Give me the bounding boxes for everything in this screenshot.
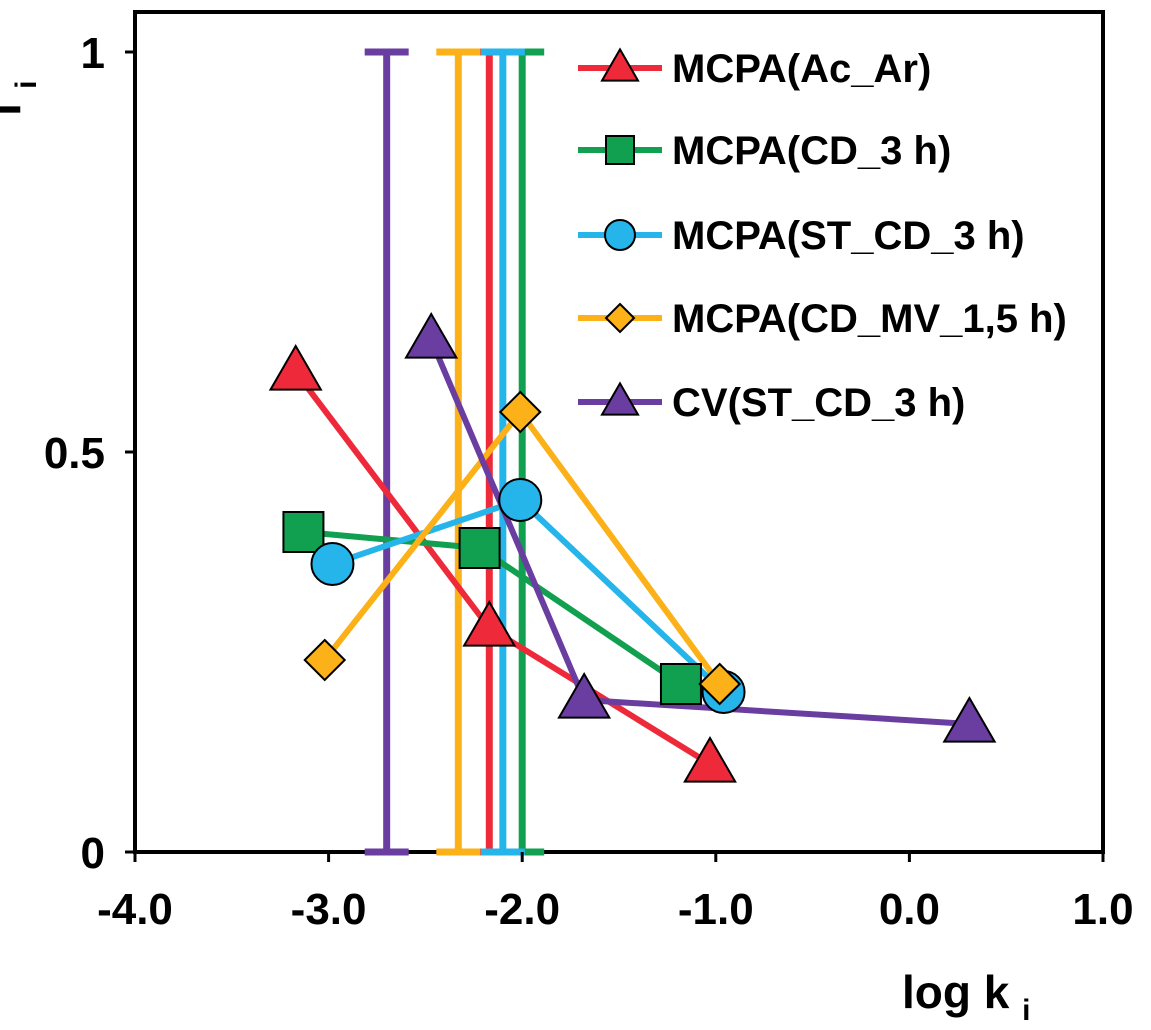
series-3-point: [310, 542, 355, 586]
x-tick-label: -1.0: [678, 885, 754, 934]
plot-frame: [133, 10, 1105, 854]
y-tick-label: 0.5: [44, 429, 105, 478]
series-5-point: [557, 671, 612, 719]
x-axis-title-sub: i: [1022, 994, 1030, 1027]
x-tick-label: -4.0: [97, 885, 173, 934]
series-2-point: [458, 527, 501, 569]
legend-label: MCPA(CD_MV_1,5 h): [672, 297, 1067, 341]
legend-label: MCPA(Ac_Ar): [672, 47, 931, 91]
y-tick-label: 0: [81, 829, 105, 878]
series-2-point: [659, 663, 702, 705]
x-tick-label: -2.0: [484, 885, 560, 934]
legend-marker: [604, 302, 636, 334]
legend-label: MCPA(CD_3 h): [672, 129, 951, 173]
legend-item: MCPA(Ac_Ar): [578, 47, 931, 91]
y-axis-title-main: f: [0, 101, 30, 117]
axis-ticks-layer: -4.0 -3.0 -2.0 -1.0 0.0 1.0 0 0.5 1: [44, 29, 1134, 934]
legend-item: MCPA(CD_3 h): [578, 129, 951, 173]
legend-label: MCPA(ST_CD_3 h): [672, 214, 1025, 258]
vertical-lines-layer: [364, 48, 545, 856]
series-5-point: [942, 695, 997, 743]
vline-5: [364, 48, 409, 856]
series-4-point: [303, 638, 347, 682]
legend-marker: [600, 47, 640, 82]
y-axis-title-sub: i: [10, 81, 43, 89]
x-tick-label: -3.0: [291, 885, 367, 934]
y-tick-label: 1: [81, 29, 105, 78]
legend: MCPA(Ac_Ar) MCPA(CD_3 h) MCPA(ST_CD_3 h) MC…: [578, 47, 1067, 425]
legend-item: CV(ST_CD_3 h): [578, 381, 965, 425]
series-1-point: [683, 735, 737, 783]
y-axis-title: f i: [0, 81, 43, 117]
x-tick-label: 0.0: [879, 885, 940, 934]
series-1-point: [462, 599, 517, 647]
legend-item: MCPA(ST_CD_3 h): [578, 214, 1025, 258]
x-axis-title-main: log k: [902, 966, 1010, 1018]
series-4-point: [498, 390, 542, 434]
series-4-point: [698, 662, 742, 706]
vline-2: [500, 48, 545, 856]
series-3-point: [498, 478, 543, 522]
legend-marker: [605, 135, 635, 165]
legend-item: MCPA(CD_MV_1,5 h): [578, 297, 1067, 341]
series-1-point: [268, 343, 323, 391]
vline-3: [480, 48, 525, 856]
vline-4: [436, 48, 481, 856]
series-markers-layer: [268, 311, 997, 783]
x-tick-label: 1.0: [1072, 885, 1133, 934]
x-axis-title: log k i: [902, 966, 1030, 1027]
legend-label: CV(ST_CD_3 h): [672, 381, 965, 425]
series-2-point: [282, 511, 325, 553]
legend-marker: [600, 381, 640, 416]
series-5-point: [404, 311, 459, 359]
legend-marker: [604, 219, 636, 251]
